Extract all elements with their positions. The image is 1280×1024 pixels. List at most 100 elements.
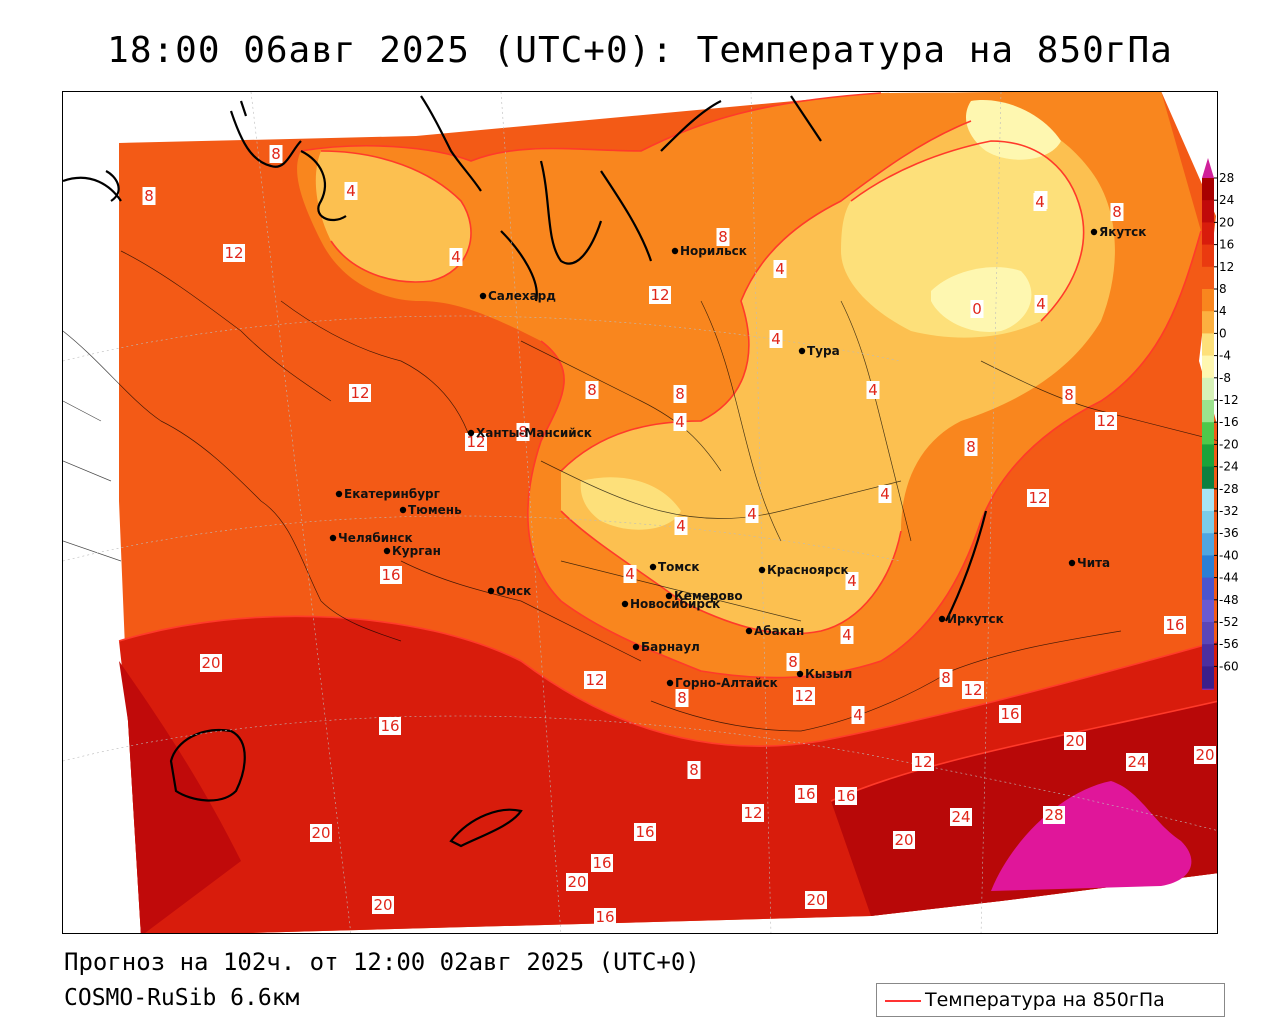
- contour-label: 20: [310, 824, 332, 842]
- contour-label: 20: [1194, 746, 1216, 764]
- city-label: Курган: [392, 544, 441, 558]
- city-dot: [621, 600, 629, 608]
- contour-label: 24: [950, 808, 972, 826]
- contour-label-text: 16: [836, 787, 855, 805]
- city-marker[interactable]: Абакан: [745, 624, 804, 638]
- city-dot: [665, 592, 673, 600]
- city-dot: [796, 670, 804, 678]
- colorbar-tick-label: -32: [1219, 504, 1239, 518]
- colorbar-swatch: [1202, 577, 1214, 601]
- city-dot: [798, 347, 806, 355]
- colorbar-tick-label: -36: [1219, 526, 1239, 540]
- colorbar-tick-label: -40: [1219, 548, 1239, 562]
- city-marker[interactable]: Горно-Алтайск: [666, 676, 778, 690]
- contour-label: 16: [835, 787, 857, 805]
- coastlines: [63, 95, 988, 848]
- city-marker[interactable]: Кемерово: [665, 589, 743, 603]
- contour-label-text: 8: [271, 145, 281, 163]
- cool-zone-0-core: [931, 267, 1032, 332]
- contour-label: 4: [623, 565, 637, 583]
- city-dot: [1090, 228, 1098, 236]
- contour-label-text: 20: [806, 891, 825, 909]
- city-dot: [329, 534, 337, 542]
- city-marker[interactable]: Ханты-Мансийск: [467, 426, 592, 440]
- city-marker[interactable]: Салехард: [479, 289, 556, 303]
- contour-label-text: 8: [144, 187, 154, 205]
- city-marker[interactable]: Барнаул: [632, 640, 700, 654]
- city-marker[interactable]: Норильск: [671, 244, 747, 258]
- city-marker[interactable]: Якутск: [1090, 225, 1147, 239]
- contour-label-text: 12: [224, 244, 243, 262]
- contour-label-text: 8: [689, 761, 699, 779]
- colorbar-top-arrow: [1202, 158, 1214, 178]
- colorbar-tick-label: 12: [1219, 260, 1234, 274]
- contour-label: 8: [142, 187, 156, 205]
- temperature-map[interactable]: 8481248404812044128848128412841244441641…: [62, 91, 1218, 934]
- city-marker[interactable]: Чита: [1068, 556, 1110, 570]
- contour-label-text: 8: [941, 669, 951, 687]
- contour-label: 4: [1034, 295, 1048, 313]
- city-dot: [666, 679, 674, 687]
- contour-label-text: 12: [794, 687, 813, 705]
- contour-label-text: 24: [951, 808, 970, 826]
- contour-label-text: 20: [567, 873, 586, 891]
- contour-label-text: 0: [972, 300, 982, 318]
- contour-label-text: 4: [747, 505, 757, 523]
- contour-label: 20: [566, 873, 588, 891]
- contour-label: 8: [585, 381, 599, 399]
- colorbar-tick-label: -4: [1219, 349, 1231, 363]
- city-marker[interactable]: Томск: [649, 560, 700, 574]
- colorbar-swatch: [1202, 444, 1214, 468]
- city-marker[interactable]: Красноярск: [758, 563, 849, 577]
- city-marker[interactable]: Иркутск: [938, 612, 1004, 626]
- colorbar-swatch: [1202, 533, 1214, 556]
- city-label: Томск: [658, 560, 700, 574]
- city-marker[interactable]: Челябинск: [329, 531, 413, 545]
- colorbar-tick-label: 16: [1219, 238, 1234, 252]
- city-dot: [383, 547, 391, 555]
- contour-label: 8: [673, 385, 687, 403]
- city-dot: [632, 643, 640, 651]
- colorbar-swatch: [1202, 400, 1214, 423]
- colorbar-swatch: [1202, 488, 1214, 512]
- contour-label-text: 12: [585, 671, 604, 689]
- contour-label: 4: [878, 485, 892, 503]
- city-marker[interactable]: Тюмень: [399, 503, 462, 517]
- cool-zone-2-south: [580, 477, 681, 530]
- city-marker[interactable]: Омск: [487, 584, 531, 598]
- contour-label: 0: [970, 300, 984, 318]
- colorbar-tick-label: -52: [1219, 615, 1239, 629]
- contour-label: 12: [912, 753, 934, 771]
- colorbar-swatch: [1202, 200, 1214, 223]
- colorbar-tick-label: -44: [1219, 571, 1239, 585]
- contour-labels: 8481248404812044128848128412841244441641…: [142, 145, 1216, 926]
- colorbar-swatch: [1202, 644, 1214, 667]
- contour-label: 8: [964, 438, 978, 456]
- contour-label-text: 8: [1064, 386, 1074, 404]
- contour-label: 8: [786, 653, 800, 671]
- contour-label: 12: [962, 681, 984, 699]
- contour-label: 16: [591, 854, 613, 872]
- contour-label-text: 4: [771, 330, 781, 348]
- colorbar-swatch: [1202, 555, 1214, 579]
- city-marker[interactable]: Екатеринбург: [335, 487, 440, 501]
- colorbar-swatch: [1202, 289, 1214, 312]
- contour-label: 8: [939, 669, 953, 687]
- colorbar-tick-label: 24: [1219, 193, 1234, 207]
- colorbar-tick-label: 4: [1219, 304, 1227, 318]
- city-dot: [745, 627, 753, 635]
- city-marker[interactable]: Тура: [798, 344, 840, 358]
- colorbar-swatch: [1202, 244, 1214, 268]
- colorbar-swatch: [1202, 222, 1214, 246]
- city-marker[interactable]: Кызыл: [796, 667, 852, 681]
- contour-label: 4: [840, 626, 854, 644]
- contour-label: 16: [1164, 616, 1186, 634]
- colorbar-tick-label: -24: [1219, 460, 1239, 474]
- contour-label-text: 20: [1065, 732, 1084, 750]
- contour-label: 12: [465, 433, 487, 451]
- colorbar-swatch: [1202, 178, 1214, 201]
- city-marker[interactable]: Курган: [383, 544, 441, 558]
- city-marker[interactable]: Новосибирск: [621, 597, 720, 611]
- contour-label-text: 16: [380, 717, 399, 735]
- contour-label-text: 4: [880, 485, 890, 503]
